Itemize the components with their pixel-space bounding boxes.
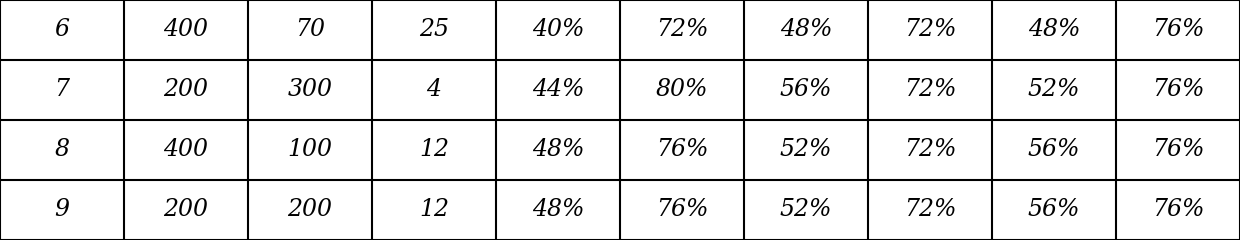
Text: 76%: 76%: [1152, 18, 1204, 42]
Text: 76%: 76%: [1152, 78, 1204, 102]
Text: 52%: 52%: [780, 198, 832, 222]
Text: 76%: 76%: [1152, 198, 1204, 222]
Text: 40%: 40%: [532, 18, 584, 42]
Text: 70: 70: [295, 18, 325, 42]
Text: 76%: 76%: [1152, 138, 1204, 162]
Text: 200: 200: [164, 198, 208, 222]
Text: 76%: 76%: [656, 138, 708, 162]
Text: 72%: 72%: [904, 198, 956, 222]
Text: 76%: 76%: [656, 198, 708, 222]
Text: 4: 4: [427, 78, 441, 102]
Text: 80%: 80%: [656, 78, 708, 102]
Text: 72%: 72%: [904, 18, 956, 42]
Text: 48%: 48%: [1028, 18, 1080, 42]
Text: 200: 200: [164, 78, 208, 102]
Text: 400: 400: [164, 18, 208, 42]
Text: 52%: 52%: [1028, 78, 1080, 102]
Text: 6: 6: [55, 18, 69, 42]
Text: 100: 100: [288, 138, 332, 162]
Text: 25: 25: [419, 18, 449, 42]
Text: 300: 300: [288, 78, 332, 102]
Text: 7: 7: [55, 78, 69, 102]
Text: 48%: 48%: [780, 18, 832, 42]
Text: 56%: 56%: [1028, 198, 1080, 222]
Text: 12: 12: [419, 198, 449, 222]
Text: 12: 12: [419, 138, 449, 162]
Text: 52%: 52%: [780, 138, 832, 162]
Text: 72%: 72%: [904, 138, 956, 162]
Text: 44%: 44%: [532, 78, 584, 102]
Text: 56%: 56%: [780, 78, 832, 102]
Text: 48%: 48%: [532, 198, 584, 222]
Text: 72%: 72%: [656, 18, 708, 42]
Text: 56%: 56%: [1028, 138, 1080, 162]
Text: 200: 200: [288, 198, 332, 222]
Text: 72%: 72%: [904, 78, 956, 102]
Text: 9: 9: [55, 198, 69, 222]
Text: 400: 400: [164, 138, 208, 162]
Text: 8: 8: [55, 138, 69, 162]
Text: 48%: 48%: [532, 138, 584, 162]
